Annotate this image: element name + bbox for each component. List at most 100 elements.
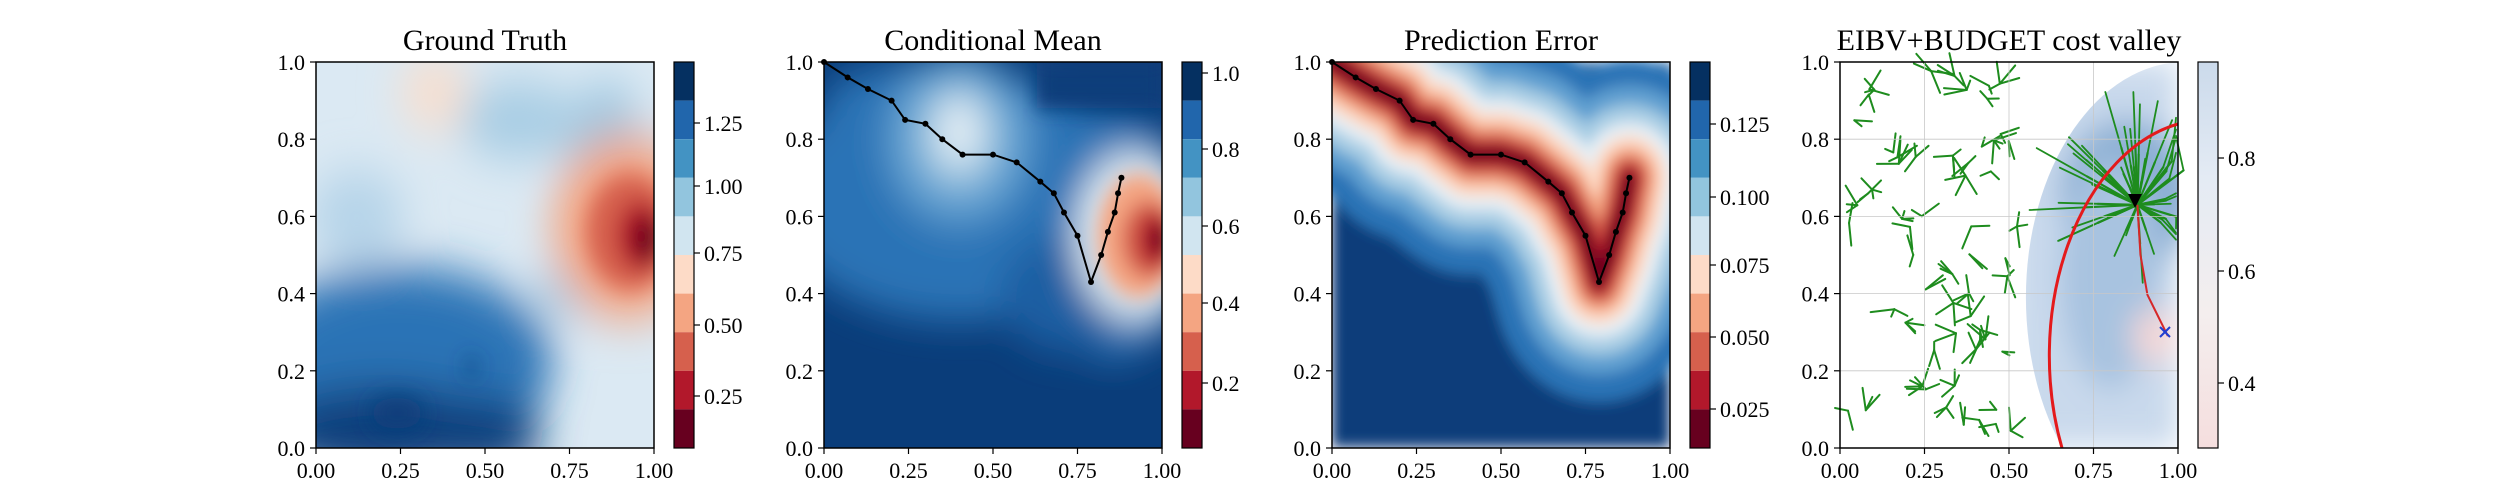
x-tick-label: 1.00 xyxy=(1651,458,1690,483)
path-point xyxy=(1498,151,1504,158)
path-point xyxy=(1060,209,1067,216)
x-axis: 0.00 0.25 0.50 0.75 1.00 xyxy=(297,448,673,483)
tree-branch xyxy=(1897,139,1902,165)
tree-branch xyxy=(2035,147,2088,178)
tree-branch xyxy=(1968,253,1984,270)
tree-branch xyxy=(1969,74,1990,87)
tree-branch xyxy=(1978,422,1997,429)
y-tick-label: 0.0 xyxy=(278,436,306,461)
y-tick-label: 0.8 xyxy=(786,127,814,152)
tree-branch xyxy=(1994,422,2000,433)
tree-branch xyxy=(2161,218,2177,236)
tree-branch xyxy=(1924,382,1941,391)
path-point xyxy=(1606,252,1613,258)
colorbar-tick-label: 0.2 xyxy=(1212,371,1240,396)
y-tick-label: 0.8 xyxy=(1294,127,1322,152)
panel-cost-valley: EIBV+BUDGET cost valley xyxy=(1802,24,2256,483)
path-point xyxy=(990,151,996,158)
tree-branch xyxy=(2164,217,2177,234)
tree-branch xyxy=(1859,192,1870,201)
tree-branch xyxy=(1944,174,1967,181)
tree-branch xyxy=(1989,170,2000,181)
tree-branch xyxy=(1945,395,1955,409)
tree-branch xyxy=(2136,199,2168,206)
path-point xyxy=(1596,279,1603,286)
tree-branch xyxy=(2003,275,2009,295)
tree-branch xyxy=(1896,144,1918,159)
y-axis: 0.0 0.2 0.4 0.6 0.8 1.0 xyxy=(278,50,316,461)
tree-branch xyxy=(1848,202,1854,224)
x-tick-label: 0.75 xyxy=(1566,458,1605,483)
tree-branch xyxy=(1953,156,1967,177)
tree-branch xyxy=(1904,385,1924,388)
tree-branch xyxy=(2122,172,2132,191)
panel-ground-truth: Ground Truth xyxy=(278,24,743,483)
tree-branch xyxy=(1901,210,1906,220)
x-tick-label: 1.00 xyxy=(2159,458,2198,483)
tree-branch xyxy=(2165,195,2177,202)
tree-branch xyxy=(1863,77,1876,91)
y-tick-label: 0.2 xyxy=(278,359,306,384)
tree-branch xyxy=(1979,170,1992,177)
tree-branch xyxy=(2136,170,2168,206)
tree-branch xyxy=(1884,147,1895,154)
tree-branch xyxy=(1966,293,1972,318)
x-axis: 0.00 0.25 0.50 0.75 1.00 xyxy=(805,448,1182,483)
x-tick-label: 0.75 xyxy=(550,458,589,483)
colorbar-tick-label: 1.25 xyxy=(704,111,743,136)
tree-branch xyxy=(1971,323,1982,331)
tree-branch xyxy=(2125,219,2133,237)
path-point xyxy=(888,97,895,104)
colorbar-tick-label: 1.0 xyxy=(1212,61,1240,86)
x-axis: 0.00 0.25 0.50 0.75 1.00 xyxy=(1821,448,2198,483)
colorbar: 0.125 0.100 0.075 0.050 0.025 xyxy=(1689,61,1770,449)
tree-branch xyxy=(1967,331,1977,351)
planned-route xyxy=(2136,204,2169,337)
tree-branch xyxy=(1969,347,1978,364)
path-point xyxy=(1088,279,1095,286)
tree-branch xyxy=(2097,203,2139,224)
colorbar-tick-label: 0.50 xyxy=(704,313,743,338)
tree-branch xyxy=(1970,224,1991,228)
y-tick-label: 0.4 xyxy=(1802,282,1830,307)
colorbar-tick-label: 0.4 xyxy=(2228,371,2256,396)
x-tick-label: 0.75 xyxy=(2074,458,2113,483)
tree-branch xyxy=(1861,386,1867,412)
tree-branch xyxy=(1941,384,1956,398)
tree-branch xyxy=(1871,188,1883,194)
tree-branch xyxy=(1847,409,1854,431)
tree-branch xyxy=(1952,332,1957,354)
heatmap xyxy=(1332,62,1670,448)
tree-branch xyxy=(1966,323,1987,341)
tree-branch xyxy=(1867,179,1883,195)
tree-branch xyxy=(2124,203,2139,232)
tree-branch xyxy=(1941,284,1955,304)
tree-branch xyxy=(1945,406,1955,419)
path-point xyxy=(902,116,909,123)
tree-branch xyxy=(2068,136,2105,172)
tree-branch xyxy=(1890,308,1896,318)
tree-branch xyxy=(1959,401,1965,426)
heatmap xyxy=(824,62,1162,448)
path-point xyxy=(1619,209,1626,216)
tree-branch xyxy=(1913,142,1917,158)
tree-branch xyxy=(1906,234,1915,256)
x-tick-label: 0.75 xyxy=(1058,458,1097,483)
path-point xyxy=(1396,97,1403,104)
tree-branch xyxy=(1965,274,1970,295)
tree-branch xyxy=(1892,132,1897,154)
chart-title: Conditional Mean xyxy=(884,24,1101,57)
x-tick-label: 1.00 xyxy=(1143,458,1182,483)
path-point xyxy=(1521,159,1528,166)
path-point xyxy=(1037,178,1044,185)
tree-branch xyxy=(1995,60,2001,85)
tree-branch xyxy=(1942,87,1968,91)
path-line xyxy=(1331,61,1631,286)
tree-branch xyxy=(1935,301,1955,316)
y-tick-label: 0.8 xyxy=(278,127,306,152)
tree-branch xyxy=(1933,406,1948,414)
x-tick-label: 0.00 xyxy=(1313,458,1352,483)
tree-branch xyxy=(2015,225,2021,249)
y-tick-label: 0.6 xyxy=(786,204,814,229)
x-tick-label: 0.25 xyxy=(1397,458,1436,483)
